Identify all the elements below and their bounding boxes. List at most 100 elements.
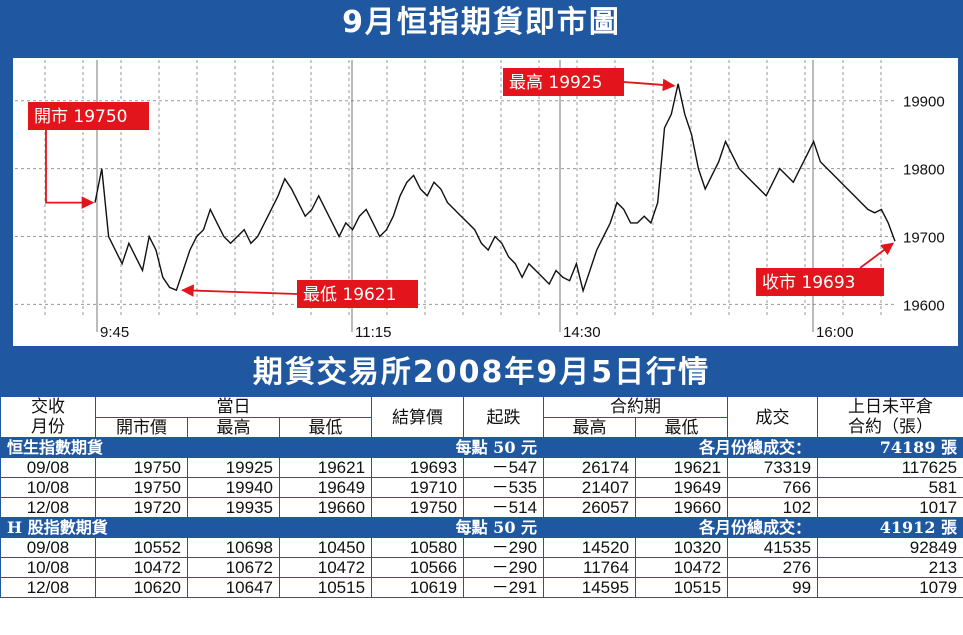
table-cell: －547 [463, 457, 545, 478]
table-cell: 14520 [543, 537, 637, 558]
section-total-value: 74189 張 [817, 437, 963, 458]
table-cell: 766 [727, 477, 819, 498]
plot-area [13, 58, 898, 320]
table-cell: 1079 [817, 577, 963, 598]
header-life-high: 最高 [543, 416, 637, 438]
table-cell: 10472 [95, 557, 188, 578]
table-cell: 19940 [187, 477, 280, 498]
section-header-row: 恒生指數期貨 每點 50 元各月份總成交： 74189 張 [0, 437, 963, 458]
header-open-interest: 上日未平倉 合約（張） [817, 396, 963, 438]
table-cell: 09/08 [0, 457, 96, 478]
table-cell: 10/08 [0, 477, 96, 498]
table-cell: 19720 [95, 497, 188, 518]
table-cell: 19925 [187, 457, 280, 478]
annotation-low-box [297, 280, 418, 308]
table-cell: 19621 [635, 457, 729, 478]
table-cell: 10450 [278, 537, 373, 558]
table-cell: 581 [817, 477, 963, 498]
table-cell: 102 [727, 497, 819, 518]
section-point-value: 每點 50 元 [371, 437, 545, 458]
table-cell: 12/08 [0, 577, 96, 598]
table-cell: 10698 [187, 537, 280, 558]
table-cell: 11764 [543, 557, 637, 578]
y-tick-label: 19600 [903, 297, 945, 314]
section-name: H 股指數期貨 [0, 517, 373, 538]
table-cell: 10472 [635, 557, 729, 578]
table-cell: 10619 [371, 577, 465, 598]
annotation-low-arrow [181, 284, 298, 297]
table-cell: 41535 [727, 537, 819, 558]
x-tick-label: 16:00 [816, 324, 854, 341]
header-today: 當日 [94, 396, 373, 418]
table-cell: 12/08 [0, 497, 96, 518]
table-cell: －291 [463, 577, 545, 598]
table-cell: 19621 [278, 457, 373, 478]
table-cell: 10566 [371, 557, 465, 578]
annotation-high-arrow [623, 78, 676, 92]
table-cell: 10647 [187, 577, 280, 598]
table-cell: 10620 [95, 577, 188, 598]
annotation-close-box [756, 268, 884, 296]
section-point-value: 每點 50 元 [371, 517, 545, 538]
annotation-open-label: 開市 19750 [34, 107, 127, 127]
table-cell: 73319 [727, 457, 819, 478]
annotation-open-arrow [45, 130, 95, 209]
table-cell: 19660 [635, 497, 729, 518]
annotation-high-box [503, 68, 624, 96]
chart-frame: 19600 19700 19800 19900 9:45 11:15 14:30 16:00 開… [0, 46, 963, 350]
table-row: 10/08 10472 10672 10472 10566 －290 11764 10472 2… [0, 557, 963, 578]
table-cell: 99 [727, 577, 819, 598]
table-cell: 10472 [278, 557, 373, 578]
table-cell: 26057 [543, 497, 637, 518]
intraday-chart: 19600 19700 19800 19900 9:45 11:15 14:30 16:00 開… [13, 58, 958, 346]
annotation-low-label: 最低 19621 [303, 285, 396, 305]
futures-table: 交收 月份 當日 結算價 起跌 合約期 成交 上日未平倉 合約（張） 開市價 最… [0, 396, 963, 598]
table-cell: 19649 [278, 477, 373, 498]
table-cell: －290 [463, 557, 545, 578]
section-total-label: 各月份總成交： [543, 437, 819, 458]
header-settlement: 結算價 [371, 396, 465, 438]
table-banner-title: 期貨交易所2008年9月5日行情 [0, 350, 963, 396]
section-name: 恒生指數期貨 [0, 437, 373, 458]
table-header: 交收 月份 當日 結算價 起跌 合約期 成交 上日未平倉 合約（張） 開市價 最… [0, 396, 963, 438]
table-cell: －290 [463, 537, 545, 558]
table-cell: 213 [817, 557, 963, 578]
table-cell: 92849 [817, 537, 963, 558]
annotation-open-box [28, 102, 149, 130]
table-cell: 10320 [635, 537, 729, 558]
header-open: 開市價 [95, 416, 188, 438]
table-cell: 19649 [635, 477, 729, 498]
header-life-low: 最低 [635, 416, 729, 438]
table-cell: 21407 [543, 477, 637, 498]
annotation-close-label: 收市 19693 [762, 273, 855, 293]
table-cell: －514 [463, 497, 545, 518]
table-cell: －535 [463, 477, 545, 498]
header-contract-life: 合約期 [543, 396, 729, 418]
x-tick-label: 9:45 [100, 324, 129, 341]
table-cell: 19750 [371, 497, 465, 518]
section-header-row: H 股指數期貨 每點 50 元各月份總成交： 41912 張 [0, 517, 963, 538]
x-tick-label: 11:15 [355, 324, 391, 341]
chart-banner-title: 9月恒指期貨即市圖 [0, 0, 963, 46]
section-total-label: 各月份總成交： [543, 517, 819, 538]
x-tick-label: 14:30 [563, 324, 601, 341]
section-total-value: 41912 張 [817, 517, 963, 538]
y-tick-label: 19700 [903, 230, 945, 247]
table-row: 12/08 19720 19935 19660 19750 －514 26057 19660 1… [0, 497, 963, 518]
table-row: 09/08 10552 10698 10450 10580 －290 14520 10320 4… [0, 537, 963, 558]
table-cell: 10672 [187, 557, 280, 578]
header-low: 最低 [278, 416, 373, 438]
x-axis-panel [13, 320, 958, 346]
table-cell: 10515 [635, 577, 729, 598]
table-cell: 19750 [95, 477, 188, 498]
y-tick-label: 19800 [903, 162, 945, 179]
annotation-high-label: 最高 19925 [509, 73, 602, 93]
table-cell: 276 [727, 557, 819, 578]
table-cell: 10515 [278, 577, 373, 598]
table-cell: 19660 [278, 497, 373, 518]
annotation-close-arrow [859, 242, 895, 269]
table-cell: 117625 [817, 457, 963, 478]
table-cell: 10580 [371, 537, 465, 558]
table-cell: 19693 [371, 457, 465, 478]
table-cell: 09/08 [0, 537, 96, 558]
